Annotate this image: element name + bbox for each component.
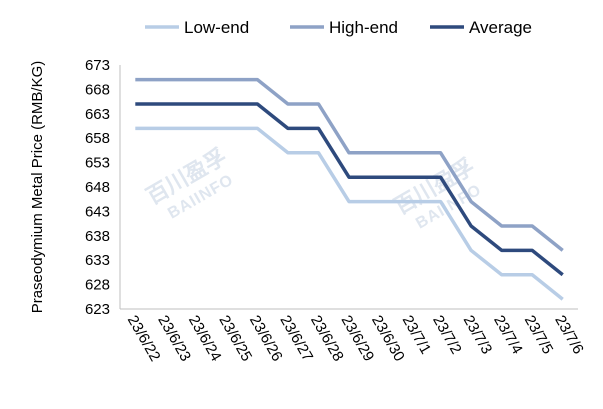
series-lines [135,77,564,301]
legend-label: High-end [329,18,398,37]
y-tick-label: 668 [85,81,110,98]
series-line-low-end [135,126,564,301]
x-tick-label: 23/7/5 [521,313,557,358]
y-tick-label: 633 [85,252,110,269]
y-tick-label: 623 [85,301,110,318]
y-tick-label: 653 [85,155,110,172]
y-axis-label: Praseodymium Metal Price (RMB/KG) [29,61,46,314]
y-tick-label: 648 [85,179,110,196]
watermark-right: 百川盈孚 BAIINFO [390,154,485,233]
y-tick-label: 643 [85,203,110,220]
x-tick-labels: 23/6/2223/6/2323/6/2423/6/2523/6/2623/6/… [124,313,587,365]
x-tick-label: 23/7/6 [551,313,587,358]
legend-label: Low-end [184,18,249,37]
y-tick-label: 638 [85,228,110,245]
y-tick-label: 658 [85,130,110,147]
x-tick-label: 23/7/2 [429,313,465,358]
x-tick-label: 23/7/3 [460,313,496,358]
series-line-average [135,102,564,277]
y-tick-label: 673 [85,57,110,74]
legend: Low-end High-end Average [145,18,532,37]
y-tick-labels: 673 668 663 658 653 648 643 638 633 628 623 [85,57,110,318]
x-tick-label: 23/7/4 [490,313,526,358]
series-line-high-end [135,77,564,252]
y-tick-label: 663 [85,106,110,123]
watermark-left: 百川盈孚 BAIINFO [142,144,237,223]
legend-label: Average [469,18,532,37]
y-tick-label: 628 [85,277,110,294]
